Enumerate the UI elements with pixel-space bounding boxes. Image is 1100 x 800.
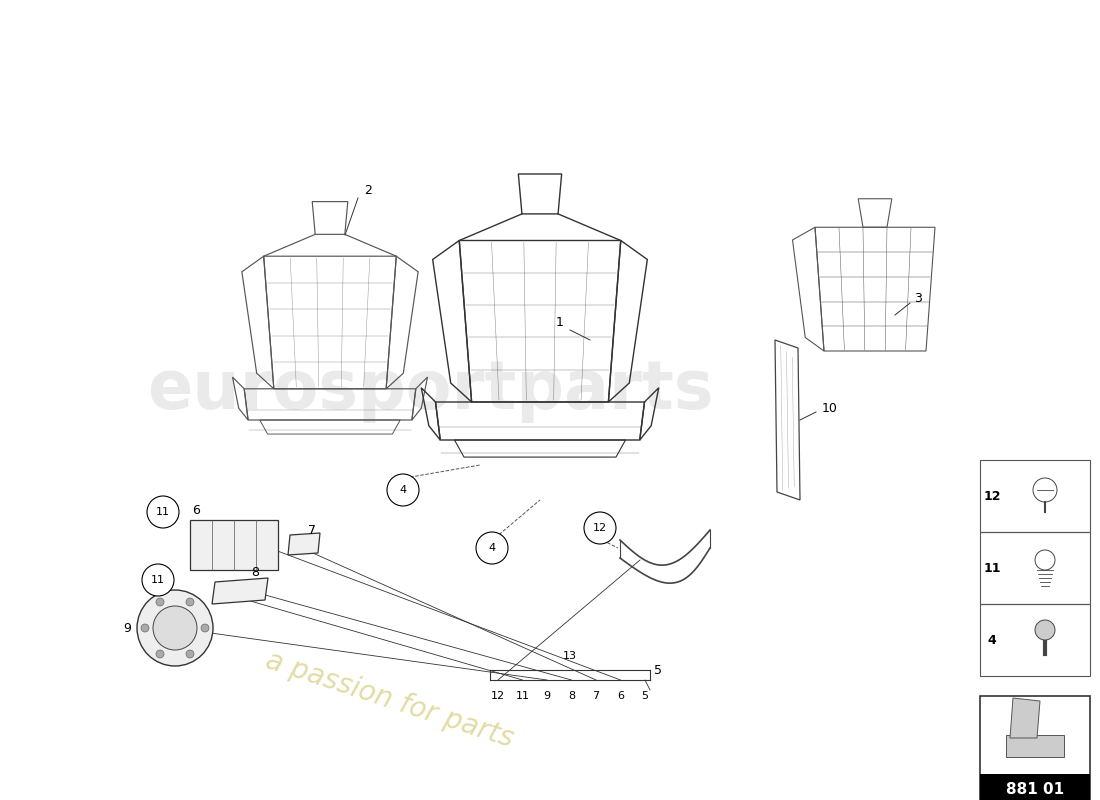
Text: 12: 12 xyxy=(491,691,505,701)
Text: 11: 11 xyxy=(156,507,170,517)
Text: 9: 9 xyxy=(543,691,551,701)
Text: 6: 6 xyxy=(617,691,624,701)
FancyBboxPatch shape xyxy=(190,520,278,570)
Circle shape xyxy=(186,598,194,606)
Polygon shape xyxy=(1010,698,1040,738)
Text: 7: 7 xyxy=(308,523,316,537)
Text: 4: 4 xyxy=(488,543,496,553)
Text: 11: 11 xyxy=(516,691,529,701)
Text: 9: 9 xyxy=(123,622,131,634)
Circle shape xyxy=(201,624,209,632)
Circle shape xyxy=(153,606,197,650)
Text: 13: 13 xyxy=(563,651,578,661)
FancyBboxPatch shape xyxy=(980,696,1090,800)
Text: 4: 4 xyxy=(399,485,407,495)
Circle shape xyxy=(156,650,164,658)
Circle shape xyxy=(141,624,149,632)
Text: 4: 4 xyxy=(988,634,997,646)
Circle shape xyxy=(1035,620,1055,640)
Text: 7: 7 xyxy=(593,691,600,701)
Polygon shape xyxy=(288,533,320,555)
Circle shape xyxy=(387,474,419,506)
Circle shape xyxy=(476,532,508,564)
Text: 5: 5 xyxy=(641,691,649,701)
Text: 1: 1 xyxy=(557,315,564,329)
Text: 11: 11 xyxy=(983,562,1001,574)
Text: 881 01: 881 01 xyxy=(1005,782,1064,798)
Text: 5: 5 xyxy=(654,663,662,677)
Text: 8: 8 xyxy=(568,691,575,701)
Text: 10: 10 xyxy=(822,402,838,414)
Text: 8: 8 xyxy=(251,566,258,579)
Text: eurosportparts: eurosportparts xyxy=(146,357,713,423)
Text: 3: 3 xyxy=(914,291,922,305)
Circle shape xyxy=(147,496,179,528)
Polygon shape xyxy=(212,578,268,604)
Circle shape xyxy=(156,598,164,606)
Text: 6: 6 xyxy=(192,503,200,517)
Circle shape xyxy=(142,564,174,596)
Circle shape xyxy=(584,512,616,544)
FancyBboxPatch shape xyxy=(1006,735,1064,757)
Circle shape xyxy=(186,650,194,658)
Text: 2: 2 xyxy=(364,183,372,197)
Text: 12: 12 xyxy=(983,490,1001,502)
Text: a passion for parts: a passion for parts xyxy=(263,646,517,754)
Text: 11: 11 xyxy=(151,575,165,585)
Circle shape xyxy=(138,590,213,666)
Text: 12: 12 xyxy=(593,523,607,533)
FancyBboxPatch shape xyxy=(980,774,1090,800)
